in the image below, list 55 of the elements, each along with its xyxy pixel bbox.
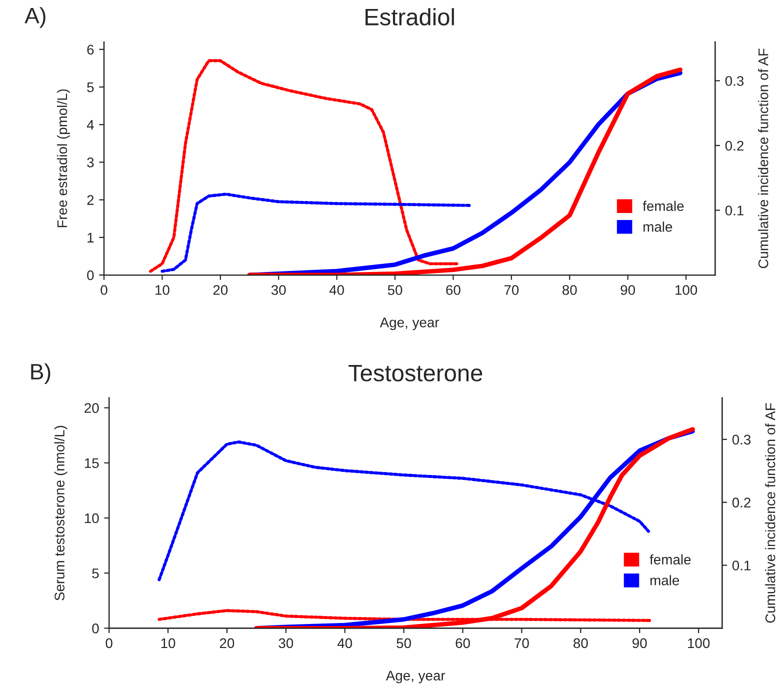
y-tick-label: 10 (84, 513, 99, 524)
y2-axis-title: Cumulative incidence function of AF (765, 403, 776, 623)
y-tick-label: 20 (84, 403, 99, 413)
legend-label: male (644, 222, 672, 232)
x-tick-label: 90 (620, 285, 635, 295)
y-tick-label: 1 (88, 232, 94, 242)
x-tick-label: 60 (446, 285, 460, 295)
y2-tick-label: 0.3 (732, 434, 751, 445)
x-tick-label: 40 (329, 285, 344, 295)
x-tick-label: 100 (688, 638, 710, 648)
y-tick-label: 0 (87, 270, 94, 280)
y-tick-label: 6 (87, 44, 94, 55)
y2-axis-title: Cumulative incidence function of AF (758, 48, 768, 268)
y-tick-label: 15 (84, 458, 99, 468)
x-tick-label: 20 (220, 638, 234, 648)
x-tick-label: 0 (106, 638, 112, 648)
x-tick-label: 90 (632, 638, 647, 648)
y-tick-label: 0 (92, 624, 99, 634)
x-tick-label: 10 (161, 638, 176, 648)
x-tick-label: 50 (388, 285, 402, 295)
y2-tick-label: 0.1 (732, 560, 750, 570)
y2-tick-label: 0.1 (725, 206, 744, 216)
x-tick-label: 0 (100, 285, 108, 295)
x-tick-label: 30 (271, 285, 286, 295)
chart-title: Estradiol (366, 8, 454, 26)
y-tick-label: 5 (87, 82, 94, 92)
y-tick-label: 2 (87, 195, 94, 205)
x-tick-label: 70 (514, 638, 529, 648)
legend-label: male (650, 575, 680, 586)
x-tick-label: 60 (456, 638, 470, 648)
text: B) (31, 363, 50, 384)
y-tick-label: 5 (92, 568, 99, 578)
x-tick-label: 80 (574, 638, 588, 648)
x-axis-title: Age, year (386, 670, 446, 684)
chart-title: Testosterone (348, 364, 482, 382)
x-tick-label: 100 (675, 285, 698, 295)
x-tick-label: 50 (396, 638, 411, 648)
x-tick-label: 70 (504, 285, 519, 295)
x-tick-label: 10 (156, 285, 170, 295)
y-axis-title: Free estradiol (pmol/L) (56, 89, 70, 228)
x-tick-label: 20 (213, 285, 228, 295)
text: A) (24, 7, 46, 28)
y2-tick-label: 0.2 (732, 498, 750, 508)
y-axis-title: Serum testosterone (nmol/L) (54, 426, 68, 600)
y-tick-label: 3 (87, 158, 94, 168)
y2-tick-label: 0.3 (725, 76, 744, 86)
legend-label: female (642, 200, 684, 211)
x-tick-label: 80 (562, 285, 577, 295)
y-tick-label: 4 (86, 120, 94, 130)
legend-label: female (650, 554, 691, 565)
x-tick-label: 30 (278, 638, 294, 648)
x-tick-label: 40 (337, 638, 352, 648)
y2-tick-label: 0.2 (725, 140, 744, 151)
x-axis-title: Age, year (380, 318, 440, 330)
line-series (160, 192, 472, 273)
